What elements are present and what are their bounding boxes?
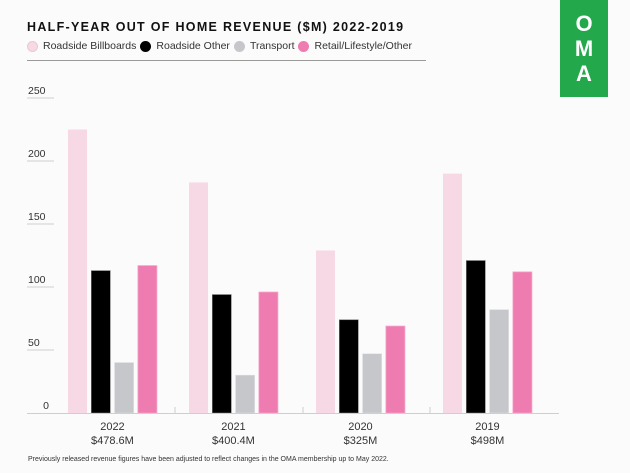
bar-roadside-billboards-2022 xyxy=(68,129,87,413)
x-tick-label-year: 2020 xyxy=(348,421,372,433)
bar-roadside-billboards-2021 xyxy=(189,182,208,413)
legend-item-transport: Transport xyxy=(233,40,295,52)
legend-label: Roadside Billboards xyxy=(43,40,137,52)
legend: Roadside Billboards Roadside Other Trans… xyxy=(27,40,416,52)
bar-transport-2019 xyxy=(489,309,509,414)
legend-label: Retail/Lifestyle/Other xyxy=(314,40,412,52)
y-tick-label: 50 xyxy=(28,337,40,349)
x-tick-label-total: $325M xyxy=(344,435,378,447)
legend-swatch-roadside-billboards xyxy=(27,40,38,52)
legend-item-retail-lifestyle-other: Retail/Lifestyle/Other xyxy=(298,40,412,52)
y-tick-label: 100 xyxy=(28,274,46,286)
bar-retail-lifestyle-other-2021 xyxy=(258,291,279,414)
bar-transport-2022 xyxy=(114,362,134,414)
bar-retail-lifestyle-other-2019 xyxy=(512,271,533,414)
bar-retail-lifestyle-other-2020 xyxy=(385,325,406,414)
logo-letter: O xyxy=(575,11,593,36)
bar-group-2022 xyxy=(68,129,158,414)
logo-letter: A xyxy=(576,61,592,86)
bar-roadside-billboards-2019 xyxy=(443,173,462,413)
x-tick-label-total: $478.6M xyxy=(91,435,134,447)
x-tick-label-year: 2021 xyxy=(221,421,245,433)
legend-item-roadside-other: Roadside Other xyxy=(140,40,230,52)
legend-swatch-roadside-other xyxy=(140,40,152,52)
legend-divider xyxy=(27,60,426,61)
y-tick-label: 150 xyxy=(28,211,46,223)
bar-roadside-billboards-2020 xyxy=(316,250,335,413)
bars xyxy=(68,129,533,414)
legend-label: Roadside Other xyxy=(156,40,230,52)
bar-transport-2020 xyxy=(362,353,382,414)
y-tick-label: 250 xyxy=(28,85,46,97)
y-tick-label: 0 xyxy=(43,400,49,412)
bar-roadside-other-2021 xyxy=(212,294,232,414)
x-tick-label-year: 2022 xyxy=(100,421,124,433)
bar-group-2021 xyxy=(189,182,279,414)
legend-swatch-transport xyxy=(233,40,245,52)
bar-retail-lifestyle-other-2022 xyxy=(137,265,158,414)
footnote: Previously released revenue figures have… xyxy=(28,456,389,463)
x-tick-label-total: $498M xyxy=(471,435,505,447)
chart-title: HALF-YEAR OUT OF HOME REVENUE ($M) 2022-… xyxy=(27,20,405,34)
x-axis: 2022 $478.6M 2021 $400.4M 2020 $325M 2019 $498M xyxy=(27,407,559,447)
legend-item-roadside-billboards: Roadside Billboards xyxy=(27,40,136,52)
bar-transport-2021 xyxy=(235,374,255,414)
bar-roadside-other-2022 xyxy=(91,270,111,414)
x-tick-label-year: 2019 xyxy=(475,421,499,433)
legend-label: Transport xyxy=(249,40,295,52)
bar-group-2019 xyxy=(443,173,533,414)
legend-swatch-retail-lifestyle-other xyxy=(298,40,310,52)
bar-group-2020 xyxy=(316,250,406,414)
x-tick-label-total: $400.4M xyxy=(212,435,255,447)
y-axis: 0 50 100 150 200 250 xyxy=(27,85,54,412)
bar-roadside-other-2019 xyxy=(465,260,486,414)
bar-roadside-other-2020 xyxy=(338,319,359,414)
oma-logo: O M A xyxy=(560,0,608,97)
y-tick-label: 200 xyxy=(28,148,46,160)
logo-letter: M xyxy=(574,36,594,61)
